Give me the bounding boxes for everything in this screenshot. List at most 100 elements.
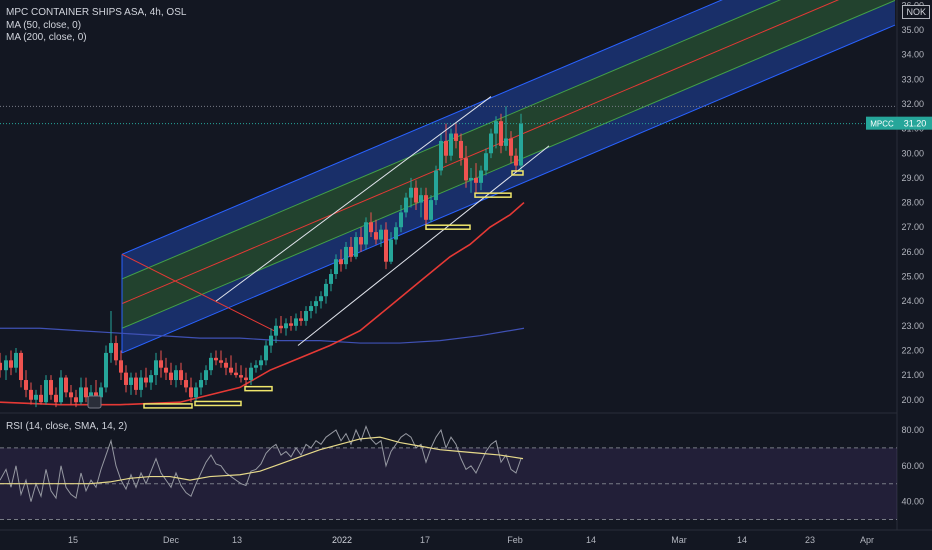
support-marker	[425, 224, 471, 230]
candle-body	[14, 352, 18, 368]
time-axis-tick: Dec	[163, 535, 180, 545]
candle-body	[199, 380, 203, 388]
price-axis-tick: 22.00	[901, 345, 924, 355]
candle-body	[434, 170, 438, 201]
candle-body	[274, 325, 278, 336]
channel-lower-line	[121, 24, 896, 354]
support-marker	[244, 385, 273, 392]
support-marker	[511, 170, 524, 176]
anchor-connector-line	[121, 253, 275, 332]
candle-body	[284, 323, 288, 329]
last-price-label: 31.20	[904, 119, 927, 129]
candle-body	[49, 380, 53, 395]
candle-body	[394, 227, 398, 240]
candle-body	[39, 394, 43, 403]
candle-body	[124, 372, 128, 385]
symbol-title: MPC CONTAINER SHIPS ASA, 4h, OSL	[6, 7, 187, 18]
candle-body	[299, 318, 303, 321]
price-pane	[0, 0, 897, 409]
candle-body	[159, 360, 163, 368]
candle-body	[109, 343, 113, 353]
earnings-event-icon	[87, 395, 102, 409]
time-axis-tick: Feb	[507, 535, 523, 545]
candle-body	[384, 229, 388, 262]
support-marker	[474, 192, 512, 198]
rsi-legend: RSI (14, close, SMA, 14, 2)	[6, 421, 128, 432]
candle-body	[4, 360, 8, 371]
candle-body	[139, 377, 143, 390]
candle-body	[9, 360, 13, 368]
candle-body	[504, 138, 508, 146]
candle-body	[164, 367, 168, 373]
time-axis-tick: 14	[737, 535, 747, 545]
ticker-tag-label: MPCC	[870, 120, 894, 129]
support-marker	[194, 400, 242, 407]
candle-body	[404, 197, 408, 213]
candle-body	[514, 155, 518, 166]
candle-body	[119, 360, 123, 373]
candle-body	[194, 387, 198, 398]
time-axis-tick: 15	[68, 535, 78, 545]
candle-body	[399, 212, 403, 228]
candle-body	[24, 380, 28, 390]
candle-body	[204, 370, 208, 381]
time-axis-tick: Mar	[671, 535, 687, 545]
candle-body	[449, 133, 453, 156]
candle-body	[439, 140, 443, 171]
candle-body	[464, 158, 468, 181]
currency-label: NOK	[902, 5, 930, 19]
candle-body	[29, 389, 33, 400]
candle-body	[59, 377, 63, 403]
price-axis-tick: 32.00	[901, 99, 924, 109]
candle-body	[519, 123, 523, 166]
last-price-tag	[899, 116, 932, 130]
candle-body	[364, 222, 368, 245]
price-axis-tick: 26.00	[901, 247, 924, 257]
candle-body	[309, 306, 313, 312]
candle-body	[294, 318, 298, 326]
candle-body	[259, 360, 263, 366]
candle-body	[99, 387, 103, 398]
candle-body	[269, 335, 273, 346]
candle-body	[349, 246, 353, 257]
rsi-axis-tick: 60.00	[901, 461, 924, 471]
candle-body	[234, 372, 238, 376]
candle-body	[414, 187, 418, 203]
candle-body	[144, 377, 148, 383]
candle-body	[249, 367, 253, 381]
rsi-ma-line	[0, 436, 524, 485]
trendline-lower	[297, 145, 550, 346]
candle-body	[479, 170, 483, 183]
candle-body	[379, 229, 383, 240]
candle-body	[149, 375, 153, 383]
price-axis-tick: 20.00	[901, 395, 924, 405]
candle-body	[134, 377, 138, 390]
channel-inner-lower-line	[121, 0, 896, 329]
price-axis-tick: 35.00	[901, 25, 924, 35]
candle-body	[494, 121, 498, 134]
candle-body	[484, 153, 488, 171]
time-axis-tick: 14	[586, 535, 596, 545]
rsi-pane	[0, 424, 897, 520]
rsi-line	[0, 424, 522, 502]
candle-body	[289, 323, 293, 326]
candle-body	[239, 375, 243, 378]
candle-body	[169, 372, 173, 381]
ticker-tag	[866, 116, 899, 130]
candle-body	[314, 301, 318, 307]
rsi-axis-tick: 80.00	[901, 425, 924, 435]
candle-body	[84, 387, 88, 398]
candle-body	[89, 392, 93, 398]
price-axis-tick: 34.00	[901, 50, 924, 60]
price-axis-tick: 21.00	[901, 370, 924, 380]
candle-body	[184, 380, 188, 388]
support-marker	[143, 403, 193, 409]
candle-body	[409, 187, 413, 198]
candle-body	[469, 177, 473, 181]
ma200-line	[0, 327, 525, 344]
price-axis-tick: 30.00	[901, 148, 924, 158]
time-axis-tick: Apr	[860, 535, 874, 545]
candle-body	[179, 370, 183, 381]
candle-body	[19, 352, 23, 381]
